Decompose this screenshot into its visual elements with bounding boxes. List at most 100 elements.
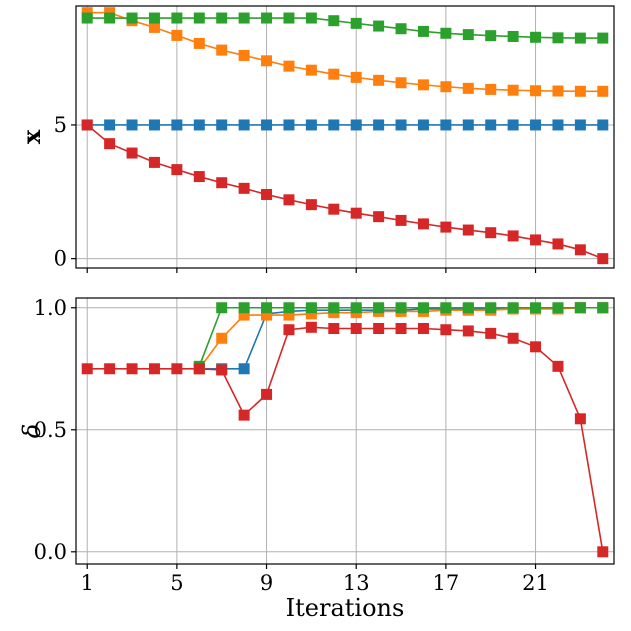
point-red-10: [283, 324, 295, 336]
point-red-24: [597, 546, 609, 558]
y-tick-label-0: 0: [54, 247, 67, 271]
panel-x: 0 5x: [17, 5, 615, 273]
point-red-7: [216, 177, 228, 189]
point-green-7: [216, 302, 228, 314]
point-orange-17: [440, 81, 452, 93]
point-orange-5: [171, 29, 183, 41]
x-tick-label-1: 1: [81, 571, 94, 595]
point-green-16: [417, 302, 429, 314]
point-green-8: [238, 12, 250, 24]
point-red-5: [171, 164, 183, 176]
point-red-19: [485, 327, 497, 339]
point-orange-9: [261, 55, 273, 67]
point-green-20: [507, 30, 519, 42]
point-green-7: [216, 12, 228, 24]
x-axis-title: Iterations: [286, 594, 405, 622]
point-orange-20: [507, 84, 519, 96]
point-blue-24: [597, 119, 609, 131]
point-green-18: [462, 302, 474, 314]
point-orange-8: [238, 49, 250, 61]
point-red-6: [193, 363, 205, 375]
point-red-14: [373, 211, 385, 223]
point-blue-23: [574, 119, 586, 131]
point-red-12: [328, 323, 340, 335]
point-green-9: [261, 302, 273, 314]
point-green-19: [485, 302, 497, 314]
point-red-12: [328, 203, 340, 215]
point-red-8: [238, 409, 250, 421]
point-red-1: [81, 363, 93, 375]
point-red-8: [238, 182, 250, 194]
point-red-21: [530, 341, 542, 353]
x-tick-label-5: 5: [170, 571, 183, 595]
point-green-14: [373, 20, 385, 32]
axes-frame: [75, 5, 615, 269]
point-red-9: [261, 188, 273, 200]
point-blue-9: [261, 119, 273, 131]
point-red-5: [171, 363, 183, 375]
point-red-18: [462, 325, 474, 337]
y-tick-label-2: 1.0: [34, 296, 67, 320]
point-blue-16: [417, 119, 429, 131]
point-red-18: [462, 224, 474, 236]
point-blue-7: [216, 119, 228, 131]
point-orange-16: [417, 79, 429, 91]
point-blue-12: [328, 119, 340, 131]
point-green-21: [530, 31, 542, 43]
y-tick-label-1: 5: [54, 113, 67, 137]
point-green-22: [552, 32, 564, 44]
point-green-24: [597, 302, 609, 314]
point-red-13: [350, 207, 362, 219]
point-blue-2: [104, 119, 116, 131]
point-blue-20: [507, 119, 519, 131]
point-orange-11: [305, 64, 317, 76]
point-green-15: [395, 23, 407, 35]
series-line-red: [87, 326, 604, 552]
series-line-orange: [87, 11, 603, 93]
point-green-4: [148, 12, 160, 24]
point-blue-18: [462, 119, 474, 131]
y-axis-title: x: [17, 129, 46, 144]
x-tick-label-21: 21: [522, 571, 549, 595]
point-green-5: [171, 12, 183, 24]
panel-delta: 1 5 9 13 17 21 0.0 0.5 1.0 δ Iterations: [18, 296, 615, 622]
point-blue-6: [193, 119, 205, 131]
series-line-red: [86, 124, 604, 260]
point-red-1: [81, 119, 93, 131]
point-green-24: [597, 32, 609, 44]
point-green-6: [193, 12, 205, 24]
point-green-21: [530, 302, 542, 314]
point-green-9: [261, 12, 273, 24]
point-blue-15: [395, 119, 407, 131]
x-tick-label-17: 17: [433, 571, 460, 595]
point-green-11: [305, 12, 317, 24]
point-green-19: [485, 30, 497, 42]
point-green-1: [81, 12, 93, 24]
point-blue-11: [305, 119, 317, 131]
point-green-23: [574, 302, 586, 314]
point-red-17: [440, 324, 452, 336]
point-orange-4: [148, 21, 160, 33]
point-red-23: [574, 244, 586, 256]
point-green-18: [462, 29, 474, 41]
point-green-23: [574, 32, 586, 44]
point-red-13: [350, 323, 362, 335]
y-tick-label-0: 0.0: [34, 540, 67, 564]
point-red-19: [485, 227, 497, 239]
point-orange-10: [283, 309, 295, 321]
y-axis-title: δ: [18, 424, 46, 438]
point-red-16: [417, 323, 429, 335]
point-green-2: [104, 12, 116, 24]
point-red-15: [395, 214, 407, 226]
point-red-17: [440, 221, 452, 233]
point-red-20: [507, 332, 519, 344]
x-tick-label-9: 9: [260, 571, 273, 595]
point-red-10: [283, 194, 295, 206]
point-orange-15: [395, 77, 407, 89]
point-red-22: [552, 238, 564, 250]
axes-frame: [75, 297, 615, 565]
point-blue-10: [283, 119, 295, 131]
point-red-2: [104, 363, 116, 375]
point-blue-17: [440, 119, 452, 131]
